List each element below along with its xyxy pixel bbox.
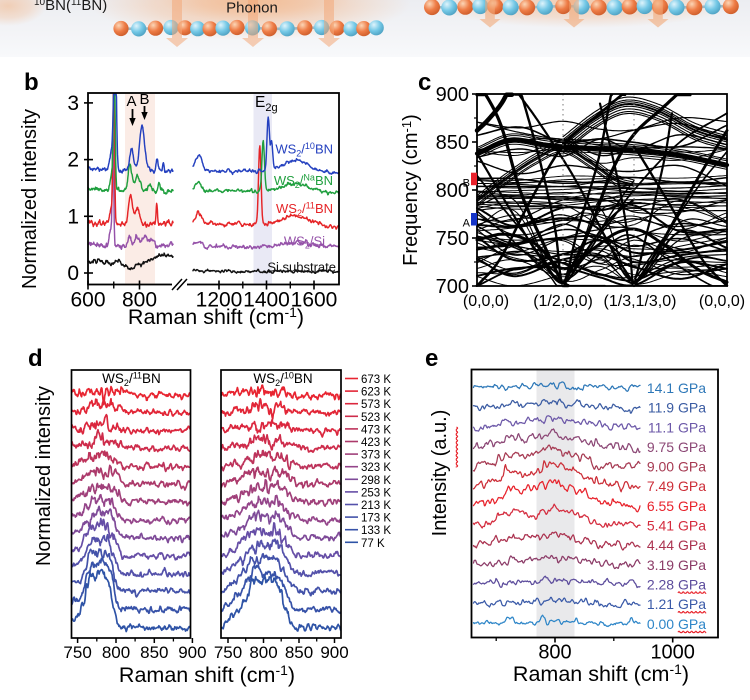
svg-text:3: 3	[67, 92, 79, 115]
svg-text:2: 2	[67, 149, 79, 172]
svg-text:d: d	[28, 345, 43, 372]
svg-text:Raman shift (cm-1): Raman shift (cm-1)	[513, 661, 689, 686]
svg-text:11.9 GPa: 11.9 GPa	[648, 400, 706, 416]
svg-text:4.44 GPa: 4.44 GPa	[647, 537, 706, 553]
svg-text:77 K: 77 K	[361, 538, 385, 550]
svg-text:Intensity (a.u.): Intensity (a.u.)	[429, 410, 451, 537]
svg-text:Normalized intensity: Normalized intensity	[19, 109, 41, 289]
svg-text:900: 900	[436, 84, 469, 106]
svg-text:B: B	[139, 91, 149, 108]
svg-text:WS2/NaBN: WS2/NaBN	[274, 173, 333, 191]
svg-text:1.21 GPa: 1.21 GPa	[647, 596, 706, 612]
svg-text:253 K: 253 K	[361, 487, 391, 499]
svg-text:7.49 GPa: 7.49 GPa	[647, 478, 706, 494]
svg-text:(0,0,0): (0,0,0)	[463, 293, 509, 310]
svg-text:A: A	[126, 93, 136, 110]
svg-text:850: 850	[436, 132, 469, 154]
svg-text:800: 800	[249, 643, 277, 662]
svg-text:800: 800	[538, 642, 571, 664]
svg-text:9.00 GPa: 9.00 GPa	[647, 459, 706, 475]
svg-text:Normalized intensity: Normalized intensity	[33, 386, 55, 566]
svg-text:423 K: 423 K	[361, 437, 391, 449]
svg-text:Si substrate: Si substrate	[267, 260, 336, 275]
svg-text:WS2/11BN: WS2/11BN	[276, 201, 333, 219]
svg-text:e: e	[425, 345, 438, 372]
svg-text:5.41 GPa: 5.41 GPa	[647, 518, 706, 534]
svg-text:1: 1	[67, 205, 79, 228]
svg-text:A: A	[463, 218, 471, 230]
svg-text:WS2/Si: WS2/Si	[284, 234, 325, 251]
svg-text:600: 600	[70, 289, 105, 312]
svg-text:473 K: 473 K	[361, 424, 391, 436]
svg-text:1400: 1400	[243, 289, 290, 312]
svg-text:623 K: 623 K	[361, 387, 391, 399]
svg-text:133 K: 133 K	[361, 525, 391, 537]
svg-text:Phonon: Phonon	[226, 0, 278, 17]
svg-text:298 K: 298 K	[361, 475, 391, 487]
svg-text:11.1 GPa: 11.1 GPa	[648, 419, 706, 435]
svg-text:2.28 GPa: 2.28 GPa	[647, 577, 706, 593]
svg-text:573 K: 573 K	[361, 399, 391, 411]
svg-text:6.55 GPa: 6.55 GPa	[647, 498, 706, 514]
svg-text:b: b	[24, 69, 39, 96]
svg-text:750: 750	[63, 643, 91, 662]
svg-text:1200: 1200	[196, 289, 243, 312]
svg-text:673 K: 673 K	[361, 374, 391, 386]
svg-text:800: 800	[122, 289, 157, 312]
svg-text:9.75 GPa: 9.75 GPa	[647, 439, 706, 455]
svg-text:1600: 1600	[291, 289, 338, 312]
svg-text:850: 850	[140, 643, 168, 662]
svg-text:700: 700	[436, 276, 469, 298]
svg-text:323 K: 323 K	[361, 462, 391, 474]
svg-text:750: 750	[436, 228, 469, 250]
svg-text:373 K: 373 K	[361, 450, 391, 462]
svg-text:750: 750	[214, 643, 242, 662]
svg-text:213 K: 213 K	[361, 500, 391, 512]
svg-text:Frequency (cm-1): Frequency (cm-1)	[399, 114, 422, 266]
svg-text:900: 900	[320, 643, 348, 662]
svg-text:900: 900	[178, 643, 206, 662]
svg-text:Raman shift (cm-1): Raman shift (cm-1)	[128, 304, 304, 329]
svg-text:c: c	[418, 69, 431, 96]
svg-text:(1/3,1/3,0): (1/3,1/3,0)	[604, 293, 677, 310]
svg-text:1000: 1000	[650, 642, 695, 664]
svg-text:800: 800	[436, 180, 469, 202]
svg-text:(1/2,0,0): (1/2,0,0)	[533, 293, 593, 310]
svg-text:B: B	[463, 177, 470, 189]
svg-text:523 K: 523 K	[361, 412, 391, 424]
svg-text:WS2/10BN: WS2/10BN	[253, 371, 312, 389]
svg-text:850: 850	[285, 643, 313, 662]
svg-text:800: 800	[102, 643, 130, 662]
svg-text:3.19 GPa: 3.19 GPa	[647, 557, 706, 573]
svg-text:10BN(11BN): 10BN(11BN)	[34, 0, 107, 14]
svg-text:0.00 GPa: 0.00 GPa	[647, 616, 706, 632]
svg-text:WS2/11BN: WS2/11BN	[102, 371, 161, 389]
svg-text:173 K: 173 K	[361, 513, 391, 525]
svg-text:0: 0	[67, 262, 79, 285]
svg-text:14.1 GPa: 14.1 GPa	[647, 380, 706, 396]
svg-text:WS2/10BN: WS2/10BN	[275, 141, 333, 159]
svg-text:Raman shift (cm-1): Raman shift (cm-1)	[119, 662, 295, 687]
svg-text:(0,0,0): (0,0,0)	[699, 293, 745, 310]
